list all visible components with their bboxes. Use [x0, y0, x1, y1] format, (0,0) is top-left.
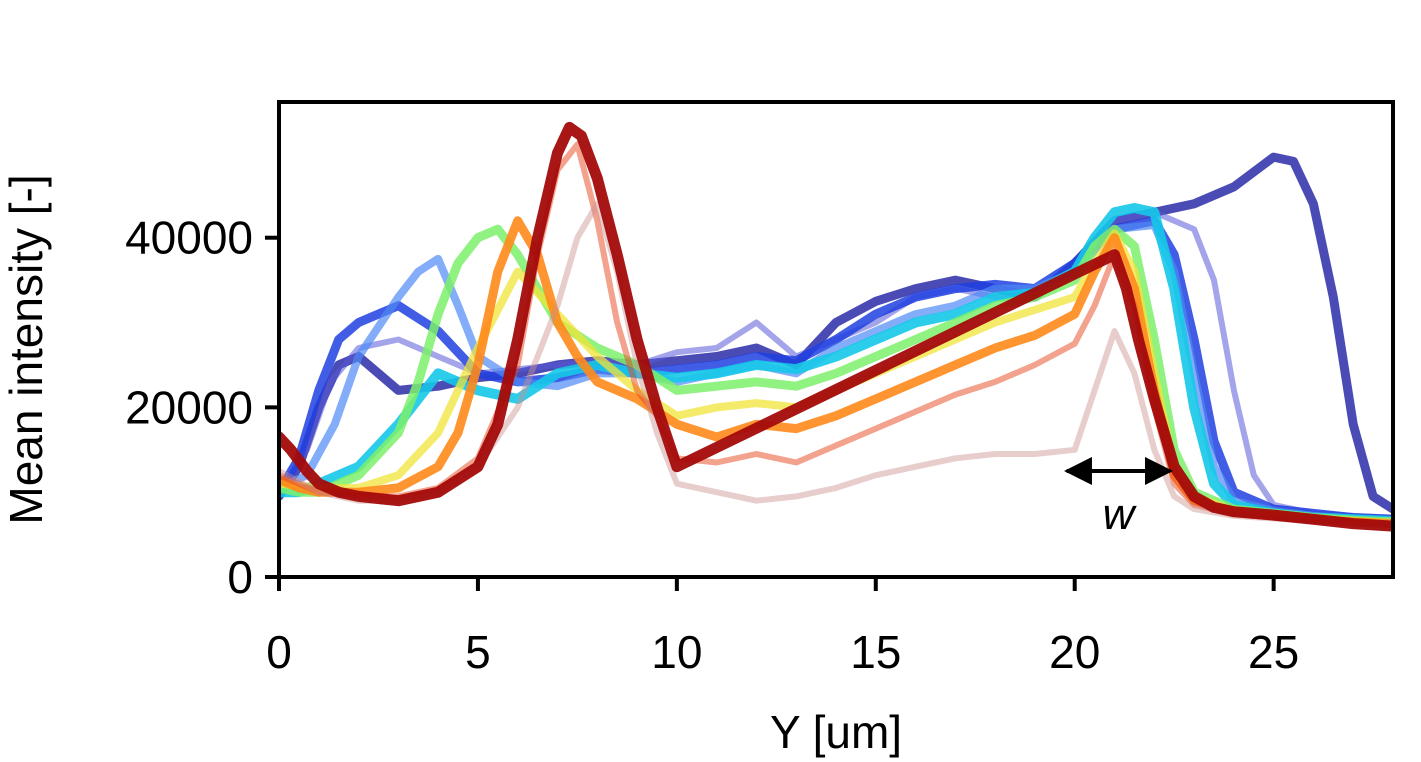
x-tick-label: 20	[1049, 626, 1100, 678]
x-axis-title: Y [um]	[770, 706, 902, 758]
x-tick-label: 5	[465, 626, 491, 678]
x-tick-label: 10	[651, 626, 702, 678]
y-axis-title: Mean intensity [-]	[0, 174, 52, 524]
x-tick-label: 0	[266, 626, 292, 678]
series-line-3	[279, 216, 1393, 524]
series-line-6	[279, 224, 1393, 527]
series-line-1	[279, 152, 1393, 514]
x-tick-label: 15	[850, 626, 901, 678]
width-annotation: w	[1103, 490, 1138, 539]
series-layer	[279, 121, 1393, 532]
y-tick-label: 40000	[125, 212, 253, 264]
y-axis: 0 20000 40000	[125, 212, 279, 603]
x-tick-label: 25	[1248, 626, 1299, 678]
y-tick-label: 0	[227, 551, 253, 603]
x-axis: 0 5 10 15 20 25	[266, 577, 1299, 678]
plot-frame	[277, 100, 1395, 579]
series-line-11	[279, 121, 1393, 532]
series-line-10	[279, 200, 1393, 529]
y-tick-label: 20000	[125, 381, 253, 433]
